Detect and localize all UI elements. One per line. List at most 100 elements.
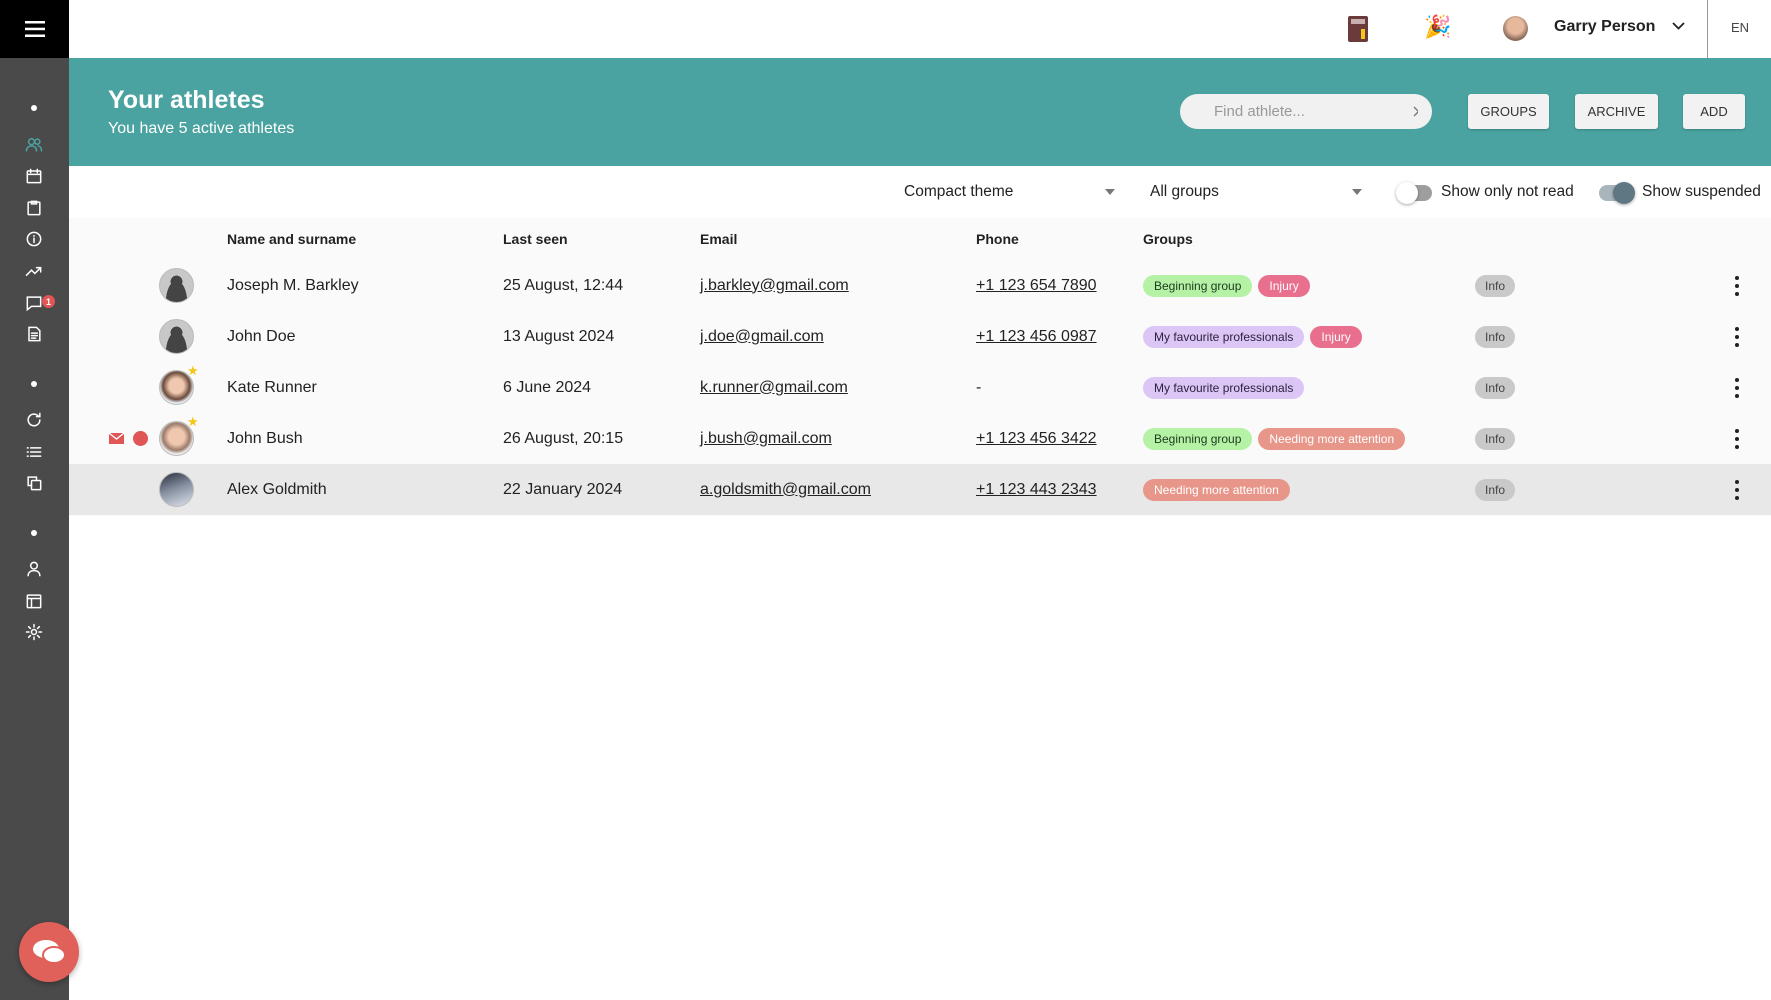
sidebar-item-settings[interactable] [22,620,46,644]
table-row[interactable]: ★ Kate Runner 6 June 2024 k.runner@gmail.co… [69,362,1771,413]
clipboard-icon [27,200,41,216]
user-avatar[interactable] [1503,16,1528,41]
phone-link[interactable]: +1 123 456 0987 [976,327,1097,345]
sidebar-item-trending[interactable] [22,259,46,283]
group-tags: Beginning group Needing more attention [1143,427,1406,450]
archive-button[interactable]: ARCHIVE [1575,94,1658,129]
athlete-avatar[interactable] [159,370,194,405]
more-options-icon[interactable] [1731,377,1743,398]
group-tag[interactable]: Beginning group [1143,274,1253,297]
athlete-avatar[interactable] [159,421,194,456]
sidebar-separator [31,105,37,111]
more-options-icon[interactable] [1731,479,1743,500]
party-icon[interactable]: 🎉 [1424,14,1452,39]
info-button[interactable]: Info [1475,478,1516,501]
group-tags: My favourite professionals Injury [1143,325,1362,348]
more-options-icon[interactable] [1731,326,1743,347]
divider [1707,0,1708,58]
table-row[interactable]: Alex Goldmith 22 January 2024 a.goldsmith@… [69,464,1771,515]
athlete-name[interactable]: Joseph M. Barkley [227,276,359,294]
athlete-name[interactable]: John Bush [227,429,303,447]
search-input[interactable] [1214,103,1413,120]
athlete-name[interactable]: Kate Runner [227,378,317,396]
group-select[interactable]: All groups [1150,183,1219,200]
calculator-icon[interactable] [1348,16,1368,42]
last-seen: 6 June 2024 [503,378,592,396]
athlete-avatar[interactable] [159,319,194,354]
column-header-groups[interactable]: Groups [1143,231,1193,247]
user-name[interactable]: Garry Person [1554,18,1656,35]
group-tag[interactable]: Needing more attention [1143,478,1290,501]
table-row[interactable]: John Doe 13 August 2024 j.doe@gmail.com +1 … [69,311,1771,362]
column-header-email[interactable]: Email [700,231,738,247]
table-row[interactable]: Joseph M. Barkley 25 August, 12:44 j.barkl… [69,260,1771,311]
sidebar-item-user[interactable] [22,557,46,581]
suspended-toggle[interactable] [1599,182,1635,204]
table-row[interactable]: ★ John Bush 26 August, 20:15 j.bush@gmail.c… [69,413,1771,464]
athlete-search [1180,94,1432,129]
settings-icon [25,623,43,641]
column-header-phone[interactable]: Phone [976,231,1019,247]
sidebar-separator [31,381,37,387]
more-options-icon[interactable] [1731,428,1743,449]
info-button[interactable]: Info [1475,325,1516,348]
refresh-icon [27,412,41,427]
sidebar-item-layout[interactable] [22,589,46,613]
athlete-avatar[interactable] [159,472,194,507]
group-tag[interactable]: Beginning group [1143,427,1253,450]
sidebar-item-users[interactable] [22,133,46,157]
sidebar-item-copy[interactable] [22,471,46,495]
email-link[interactable]: j.bush@gmail.com [700,429,832,447]
phone-link[interactable]: +1 123 654 7890 [976,276,1097,294]
caret-down-icon[interactable] [1352,189,1362,195]
phone-link[interactable]: +1 123 443 2343 [976,480,1097,498]
phone-link[interactable]: +1 123 456 3422 [976,429,1097,447]
info-button[interactable]: Info [1475,376,1516,399]
more-options-icon[interactable] [1731,275,1743,296]
hamburger-icon [24,21,45,37]
chevron-down-icon[interactable] [1672,22,1685,30]
unread-indicator [133,431,148,446]
caret-down-icon[interactable] [1105,189,1115,195]
sidebar-item-document[interactable] [22,322,46,346]
group-tag[interactable]: My favourite professionals [1143,325,1305,348]
theme-select[interactable]: Compact theme [904,183,1014,200]
sidebar-item-messages[interactable] [22,291,46,315]
menu-button[interactable] [0,0,69,58]
clear-icon[interactable] [1413,106,1418,117]
group-tag[interactable]: Injury [1310,325,1362,348]
copy-icon [27,476,42,491]
sidebar-item-refresh[interactable] [22,408,46,432]
athlete-name[interactable]: Alex Goldmith [227,480,327,498]
messages-badge: 1 [42,295,55,308]
sidebar-item-calendar[interactable] [22,164,46,188]
mail-icon[interactable] [109,433,124,444]
not-read-label: Show only not read [1441,183,1574,200]
last-seen: 25 August, 12:44 [503,276,624,294]
group-tag[interactable]: Injury [1258,274,1310,297]
athlete-name[interactable]: John Doe [227,327,296,345]
column-header-last-seen[interactable]: Last seen [503,231,568,247]
chat-button[interactable] [19,922,79,982]
language-selector[interactable]: EN [1731,20,1750,35]
info-button[interactable]: Info [1475,274,1516,297]
email-link[interactable]: k.runner@gmail.com [700,378,848,396]
sidebar-item-list[interactable] [22,440,46,464]
calendar-icon [26,168,42,184]
sidebar-item-clipboard[interactable] [22,196,46,220]
sidebar-item-info[interactable] [22,227,46,251]
info-button[interactable]: Info [1475,427,1516,450]
email-link[interactable]: a.goldsmith@gmail.com [700,480,871,498]
groups-button[interactable]: GROUPS [1468,94,1549,129]
email-link[interactable]: j.barkley@gmail.com [700,276,849,294]
add-button[interactable]: ADD [1683,94,1745,129]
chat-icon [33,940,66,964]
column-header-name[interactable]: Name and surname [227,231,357,247]
page-subtitle: You have 5 active athletes [108,120,295,137]
sidebar-separator [31,530,37,536]
email-link[interactable]: j.doe@gmail.com [700,327,824,345]
athlete-avatar[interactable] [159,268,194,303]
not-read-toggle[interactable] [1396,182,1432,204]
group-tag[interactable]: My favourite professionals [1143,376,1305,399]
group-tag[interactable]: Needing more attention [1258,427,1406,450]
